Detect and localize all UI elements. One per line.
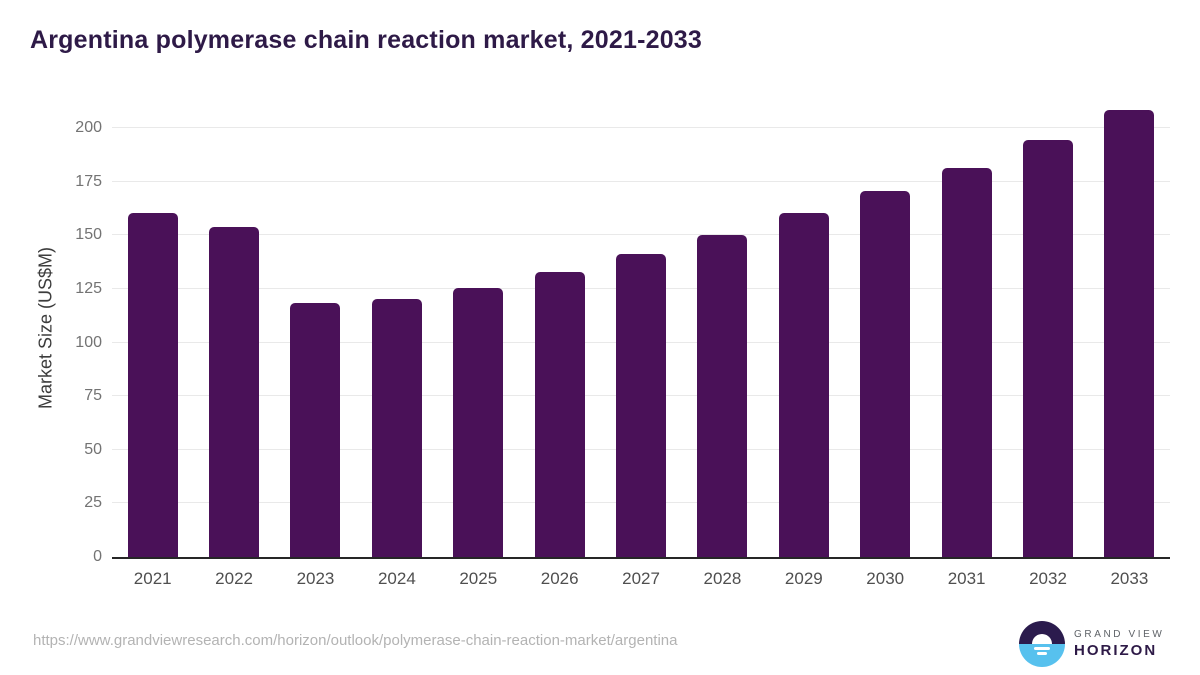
bar-slot-2022	[193, 97, 274, 557]
logo-text: GRAND VIEW HORIZON	[1074, 629, 1164, 659]
bars-row	[112, 97, 1170, 557]
logo-reflection-line-icon	[1037, 652, 1047, 655]
x-tick-label-2029: 2029	[784, 569, 823, 588]
bar-slot-2024	[356, 97, 437, 557]
bar-slot-2021	[112, 97, 193, 557]
bar-2028	[697, 234, 748, 557]
x-tick-label-2027: 2027	[622, 569, 660, 588]
gridline-200	[112, 127, 1170, 129]
y-tick-label-150: 150	[75, 226, 102, 244]
bar-2030	[860, 190, 911, 557]
bar-slot-2029	[763, 97, 844, 557]
x-tick-label-2032: 2032	[1029, 569, 1067, 588]
bar-slot-2030	[845, 97, 926, 557]
y-tick-label-125: 125	[75, 279, 102, 297]
y-tick-label-200: 200	[75, 119, 102, 137]
x-tick-label-2033: 2033	[1110, 569, 1149, 588]
bar-slot-2026	[519, 97, 600, 557]
bar-2033	[1104, 109, 1155, 557]
x-tick-label-2028: 2028	[703, 569, 742, 588]
plot-area: 0 25 50 75 100 125 150 175 200 2021 2022 2023 2024 2…	[75, 97, 1170, 588]
bar-slot-2023	[275, 97, 356, 557]
bar-2026	[534, 272, 585, 557]
x-tick-label-2023: 2023	[296, 569, 335, 588]
bar-2032	[1022, 139, 1073, 557]
bar-slot-2031	[926, 97, 1007, 557]
x-tick-label-2024: 2024	[377, 569, 416, 588]
y-tick-label-50: 50	[84, 440, 102, 458]
y-tick-label-100: 100	[75, 333, 102, 351]
bar-2031	[941, 167, 992, 557]
bar-2022	[209, 226, 260, 557]
logo-reflection-line-icon	[1034, 647, 1050, 650]
bar-2029	[778, 213, 829, 557]
x-tick-label-2021: 2021	[133, 569, 172, 588]
source-url: https://www.grandviewresearch.com/horizo…	[33, 632, 678, 649]
gridline-175	[112, 180, 1170, 182]
logo-text-grandview: GRAND VIEW	[1074, 629, 1165, 640]
gridline-150	[112, 234, 1170, 236]
x-tick-label-2025: 2025	[459, 569, 498, 588]
bar-slot-2028	[682, 97, 763, 557]
x-tick-label-2031: 2031	[947, 569, 986, 588]
page-title: Argentina polymerase chain reaction mark…	[30, 26, 703, 54]
horizon-logo-icon	[1019, 621, 1065, 667]
bar-2021	[127, 213, 178, 557]
logo-text-horizon: HORIZON	[1074, 642, 1158, 659]
y-tick-label-0: 0	[93, 548, 102, 565]
bar-slot-2027	[600, 97, 681, 557]
x-tick-label-2030: 2030	[866, 569, 905, 588]
y-axis-title: Market Size (US$M)	[35, 246, 56, 410]
bar-2025	[453, 288, 504, 557]
bar-2024	[371, 298, 422, 557]
y-tick-label-175: 175	[75, 172, 102, 190]
bar-slot-2033	[1089, 97, 1170, 557]
x-axis-ticks: 2021 2022 2023 2024 2025 2026 2027 2028 2029 2030…	[112, 569, 1170, 589]
bar-2023	[290, 302, 341, 557]
y-tick-label-25: 25	[84, 494, 102, 512]
logo-sun-icon	[1032, 634, 1052, 644]
bar-2027	[616, 253, 667, 557]
bar-slot-2032	[1007, 97, 1088, 557]
x-axis-line	[112, 557, 1170, 559]
x-tick-label-2022: 2022	[215, 569, 253, 588]
y-tick-label-75: 75	[84, 387, 102, 405]
bar-slot-2025	[438, 97, 519, 557]
x-tick-label-2026: 2026	[540, 569, 579, 588]
grandview-horizon-logo: GRAND VIEW HORIZON	[1019, 621, 1164, 667]
